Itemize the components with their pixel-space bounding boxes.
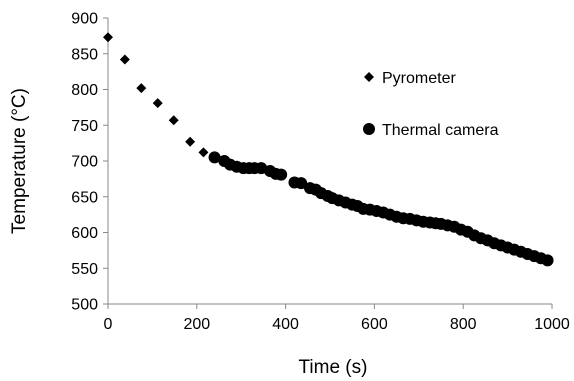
x-axis-title: Time (s)	[299, 357, 368, 378]
x-tick-label: 1000	[534, 316, 570, 333]
x-tick-label: 0	[104, 316, 113, 333]
axes	[107, 18, 552, 305]
y-tick-label: 550	[71, 261, 98, 278]
y-tick-label: 600	[71, 225, 98, 242]
y-axis-title: Temperature (°C)	[9, 88, 30, 234]
thermal-camera-point	[208, 151, 221, 164]
legend-label-thermal-camera: Thermal camera	[382, 122, 499, 139]
y-tick-label: 900	[71, 11, 98, 28]
legend: Pyrometer Thermal camera	[363, 70, 499, 139]
pyrometer-point	[198, 147, 209, 158]
x-tick-label: 400	[272, 316, 299, 333]
x-tick-label: 600	[361, 316, 388, 333]
pyrometer-point	[103, 32, 113, 43]
y-tick-label: 800	[71, 82, 98, 99]
x-tick-label: 800	[450, 316, 477, 333]
y-tick-label: 500	[71, 297, 98, 314]
x-tick-label: 200	[183, 316, 210, 333]
ticks: 500 550 600 650 700 750 800 850 900 0 200 400 600 800…	[71, 11, 570, 334]
y-tick-label: 700	[71, 154, 98, 171]
y-tick-label: 650	[71, 189, 98, 206]
pyrometer-point	[168, 115, 179, 126]
pyrometer-point	[152, 98, 163, 109]
legend-label-pyrometer: Pyrometer	[382, 70, 456, 87]
thermal-camera-point	[275, 168, 288, 181]
legend-marker-pyrometer	[364, 72, 374, 82]
thermal-camera-point	[541, 254, 554, 267]
thermal-camera-point	[295, 177, 308, 190]
legend-marker-thermal-camera	[363, 123, 375, 135]
data-points	[103, 32, 554, 267]
y-tick-label: 850	[71, 46, 98, 63]
pyrometer-point	[136, 83, 147, 94]
pyrometer-point	[185, 136, 196, 147]
pyrometer-point	[119, 54, 130, 65]
y-tick-label: 750	[71, 118, 98, 135]
